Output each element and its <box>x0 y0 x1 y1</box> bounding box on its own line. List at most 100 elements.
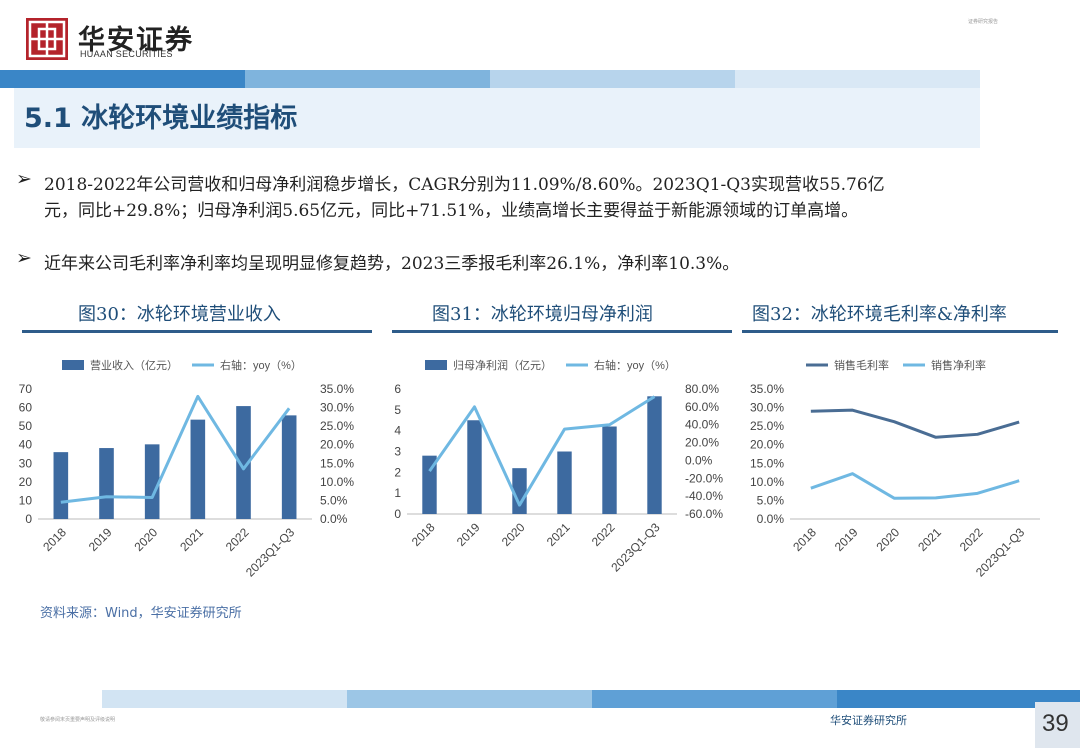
y-right-tick-label: -20.0% <box>685 471 723 485</box>
y-left-tick-label: 2 <box>394 465 401 479</box>
series-line <box>810 408 1020 439</box>
x-tick-label: 2019 <box>454 520 483 549</box>
bullet-1-line-2: 元，同比+29.8%；归母净利润5.65亿元，同比+71.51%，业绩高增长主要… <box>44 201 859 221</box>
y-left-tick-label: 50 <box>19 419 33 433</box>
y-right-tick-label: -40.0% <box>685 489 723 503</box>
bullet-1-line-1: 2018-2022年公司营收和归母净利润稳步增长，CAGR分别为11.09%/8… <box>44 175 885 195</box>
footer-band-3 <box>592 690 837 708</box>
y-left-tick-label: 5.0% <box>757 493 785 507</box>
y-right-tick-label: 30.0% <box>320 401 354 415</box>
x-tick-label: 2022 <box>589 520 618 549</box>
y-left-tick-label: 70 <box>19 382 33 396</box>
x-tick-label: 2021 <box>177 525 206 554</box>
series-line <box>428 395 656 507</box>
logo-chinese-name: 华安证券 <box>78 25 194 56</box>
logo-icon <box>28 20 66 58</box>
bar <box>236 406 251 519</box>
x-tick-label: 2019 <box>832 525 861 554</box>
legend-label: 右轴：yoy（%） <box>220 358 302 372</box>
chart-3-margins: 0.0% 5.0% 10.0% 15.0% 20.0% 25.0% 30.0% 35.0% 20… <box>750 358 1040 579</box>
y-left-tick-label: 0 <box>394 507 401 521</box>
y-left-tick-label: 20.0% <box>750 438 784 452</box>
header-band-1 <box>0 70 245 88</box>
chart-1-title: 图30：冰轮环境营业收入 <box>78 304 281 325</box>
y-right-tick-label: 60.0% <box>685 400 719 414</box>
y-left-tick-label: 40 <box>19 438 33 452</box>
y-right-tick-label: 5.0% <box>320 493 348 507</box>
y-left-tick-label: 10 <box>19 493 33 507</box>
chart-3-title-rule <box>742 330 1058 333</box>
x-tick-label: 2018 <box>790 525 819 554</box>
y-right-tick-label: 0.0% <box>685 453 713 467</box>
y-right-tick-label: 0.0% <box>320 512 348 526</box>
legend-label: 归母净利润（亿元） <box>453 358 552 372</box>
section-title: 5.1 冰轮环境业绩指标 <box>24 103 298 134</box>
x-tick-label: 2020 <box>499 520 528 549</box>
footer-band-4 <box>837 690 1080 708</box>
y-right-tick-label: 25.0% <box>320 419 354 433</box>
y-right-tick-label: -60.0% <box>685 507 723 521</box>
logo-english-name: HUAAN SECURITIES <box>80 49 173 59</box>
footer-company: 华安证券研究所 <box>830 714 907 727</box>
legend-swatch-bar <box>425 360 447 370</box>
y-right-tick-label: 20.0% <box>320 438 354 452</box>
series-line <box>60 394 291 504</box>
x-tick-label: 2022 <box>223 525 252 554</box>
y-left-tick-label: 0 <box>25 512 32 526</box>
y-right-tick-label: 35.0% <box>320 382 354 396</box>
y-left-tick-label: 1 <box>394 486 401 500</box>
legend-label: 右轴：yoy（%） <box>594 358 676 372</box>
legend-label: 营业收入（亿元） <box>90 358 178 372</box>
y-left-tick-label: 35.0% <box>750 382 784 396</box>
bar <box>190 419 206 519</box>
bar <box>557 451 572 514</box>
y-right-tick-label: 40.0% <box>685 418 719 432</box>
bullet-2-line-1: 近年来公司毛利率净利率均呈现明显修复趋势，2023三季报毛利率26.1%，净利率… <box>44 254 740 274</box>
bar <box>602 426 617 514</box>
chart-2-net-profit: 0 1 2 3 4 5 6 -60.0% -40.0% -20.0% 0.0% 20.0% 40.0% 6… <box>394 358 723 574</box>
y-left-tick-label: 3 <box>394 445 401 459</box>
bar <box>144 444 160 519</box>
header-band-3 <box>490 70 735 88</box>
chart-2-title: 图31：冰轮环境归母净利润 <box>432 304 653 325</box>
chart-2-title-rule <box>392 330 732 333</box>
x-tick-label: 2023Q1-Q3 <box>243 525 297 579</box>
bar <box>53 452 69 519</box>
legend-label: 销售毛利率 <box>834 358 889 372</box>
footer-band-2 <box>347 690 592 708</box>
chart-3-title: 图32：冰轮环境毛利率&净利率 <box>752 304 1007 325</box>
y-left-tick-label: 5 <box>394 403 401 417</box>
y-left-tick-label: 0.0% <box>757 512 785 526</box>
y-left-tick-label: 30.0% <box>750 401 784 415</box>
header-band-4 <box>735 70 980 88</box>
y-left-tick-label: 20 <box>19 475 33 489</box>
y-right-tick-label: 80.0% <box>685 382 719 396</box>
source-note: 资料来源：Wind，华安证券研究所 <box>40 606 242 621</box>
bar <box>647 396 662 514</box>
y-left-tick-label: 15.0% <box>750 456 784 470</box>
x-tick-label: 2022 <box>957 525 986 554</box>
bar <box>467 420 482 514</box>
chart-1-title-rule <box>22 330 372 333</box>
bullet-marker-2: ➢ <box>16 248 32 269</box>
page-number-box <box>1035 702 1080 748</box>
x-tick-label: 2021 <box>544 520 573 549</box>
legend-swatch-bar <box>62 360 84 370</box>
y-right-tick-label: 15.0% <box>320 456 354 470</box>
x-tick-label: 2023Q1-Q3 <box>608 520 662 574</box>
header-band-2 <box>245 70 490 88</box>
y-left-tick-label: 10.0% <box>750 475 784 489</box>
footer-band-1 <box>102 690 347 708</box>
bar <box>99 448 114 519</box>
document-tag: 证券研究报告 <box>968 19 999 25</box>
section-title-accent <box>0 88 14 148</box>
y-left-tick-label: 6 <box>394 382 401 396</box>
bar <box>512 468 527 514</box>
x-tick-label: 2019 <box>86 525 115 554</box>
series-line <box>810 472 1020 500</box>
y-right-tick-label: 10.0% <box>320 475 354 489</box>
x-tick-label: 2018 <box>409 520 438 549</box>
footer-disclaimer: 敬请参阅末页重要声明及评级说明 <box>40 717 116 723</box>
bar <box>281 415 297 519</box>
y-left-tick-label: 25.0% <box>750 419 784 433</box>
